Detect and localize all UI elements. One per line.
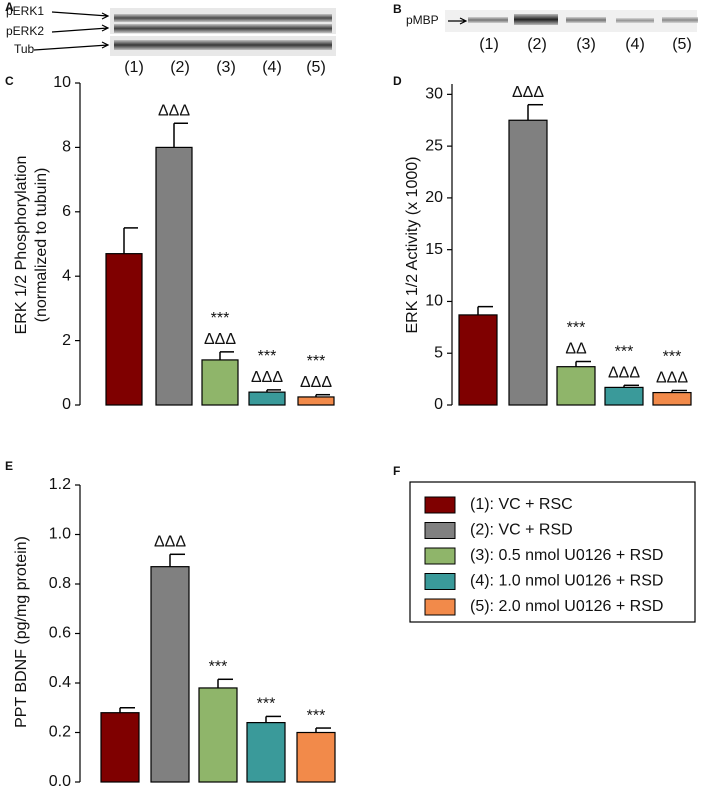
- lane-label: (2): [527, 36, 547, 53]
- y-tick-label: 10: [53, 74, 71, 91]
- lane-label: (1): [124, 59, 144, 76]
- significance-label: ***: [257, 696, 276, 713]
- y-tick-label: 0: [434, 396, 443, 413]
- y-tick-label: 5: [434, 344, 443, 361]
- y-tick-label: 0.0: [49, 773, 71, 790]
- y-tick-label: 0.2: [49, 724, 71, 741]
- lane-label: (5): [672, 36, 692, 53]
- significance-label: ***: [209, 659, 228, 676]
- y-axis-label: (normalized to tubuin): [33, 168, 50, 323]
- significance-label: ***: [615, 344, 634, 361]
- significance-label: ΔΔΔ: [608, 365, 640, 382]
- y-tick-label: 30: [425, 86, 443, 103]
- significance-label: ΔΔΔ: [300, 374, 332, 391]
- bar: [105, 253, 143, 406]
- panel-letter: B: [393, 2, 402, 16]
- y-tick-label: 0: [62, 396, 71, 413]
- bar: [150, 566, 190, 783]
- significance-label: ***: [663, 349, 682, 366]
- legend-swatch: [424, 547, 456, 565]
- significance-label: ΔΔΔ: [154, 534, 186, 551]
- panel-letter: D: [393, 74, 402, 88]
- bar: [604, 386, 644, 406]
- panel-letter: E: [5, 459, 13, 473]
- y-tick-label: 15: [425, 241, 443, 258]
- y-tick-label: 4: [62, 267, 71, 284]
- legend-label: (3): 0.5 nmol U0126 + RSD: [470, 547, 663, 564]
- significance-label: ***: [211, 310, 230, 327]
- y-tick-label: 0.8: [49, 575, 71, 592]
- y-tick-label: 25: [425, 137, 443, 154]
- legend-label: (2): VC + RSD: [470, 522, 573, 539]
- lane-label: (4): [262, 59, 282, 76]
- bar: [297, 396, 335, 406]
- y-tick-label: 2: [62, 332, 71, 349]
- significance-label: ΔΔ: [565, 341, 587, 358]
- legend-swatch: [424, 522, 456, 539]
- bar: [198, 687, 238, 783]
- bar: [246, 721, 286, 783]
- legend-swatch: [424, 598, 456, 616]
- bar: [652, 391, 692, 406]
- bar: [248, 391, 286, 406]
- bar: [155, 146, 193, 406]
- lane-label: (2): [170, 59, 190, 76]
- significance-label: ΔΔΔ: [204, 331, 236, 348]
- panel-letter: A: [5, 0, 14, 14]
- band-label: Tub: [14, 42, 35, 56]
- legend-box: [409, 481, 696, 623]
- significance-label: ΔΔΔ: [512, 84, 544, 101]
- bar: [100, 712, 140, 783]
- y-axis-label: ERK 1/2 Phosphorylation: [13, 156, 30, 335]
- significance-label: ***: [567, 320, 586, 337]
- lane-label: (4): [625, 36, 645, 53]
- band-label: pERK2: [6, 24, 44, 38]
- significance-label: ***: [258, 348, 277, 365]
- band-label: pMBP: [406, 13, 439, 27]
- legend-swatch: [424, 573, 456, 590]
- bar: [556, 366, 596, 406]
- bar: [296, 731, 336, 783]
- y-tick-label: 1.0: [49, 526, 71, 543]
- bar: [201, 359, 239, 406]
- y-tick-label: 0.4: [49, 674, 71, 691]
- significance-label: ΔΔΔ: [158, 102, 190, 119]
- y-tick-label: 10: [425, 293, 443, 310]
- legend-swatch: [424, 496, 456, 514]
- significance-label: ΔΔΔ: [251, 369, 283, 386]
- lane-label: (1): [479, 36, 499, 53]
- y-tick-label: 8: [62, 139, 71, 156]
- legend-label: (1): VC + RSC: [470, 496, 573, 513]
- lane-label: (5): [306, 59, 326, 76]
- legend-label: (5): 2.0 nmol U0126 + RSD: [470, 598, 663, 615]
- y-tick-label: 1.2: [49, 476, 71, 493]
- panel-letter: C: [5, 74, 14, 88]
- significance-label: ΔΔΔ: [656, 370, 688, 387]
- lane-label: (3): [576, 36, 596, 53]
- y-tick-label: 20: [425, 189, 443, 206]
- y-axis-label: PPT BDNF (pg/mg protein): [13, 536, 30, 728]
- blot-b: [445, 10, 698, 32]
- significance-label: ***: [307, 707, 326, 724]
- legend-label: (4): 1.0 nmol U0126 + RSD: [470, 573, 663, 590]
- y-tick-label: 0.6: [49, 625, 71, 642]
- blot-a: [110, 8, 336, 56]
- arrows: [33, 11, 468, 51]
- band-label: pERK1: [6, 4, 44, 18]
- bar: [458, 314, 498, 406]
- panel-letter: F: [393, 464, 400, 478]
- y-axis-label: ERK 1/2 Activity (x 1000): [404, 157, 421, 334]
- y-tick-label: 6: [62, 203, 71, 220]
- lane-label: (3): [216, 59, 236, 76]
- bar: [508, 119, 548, 406]
- significance-label: ***: [307, 353, 326, 370]
